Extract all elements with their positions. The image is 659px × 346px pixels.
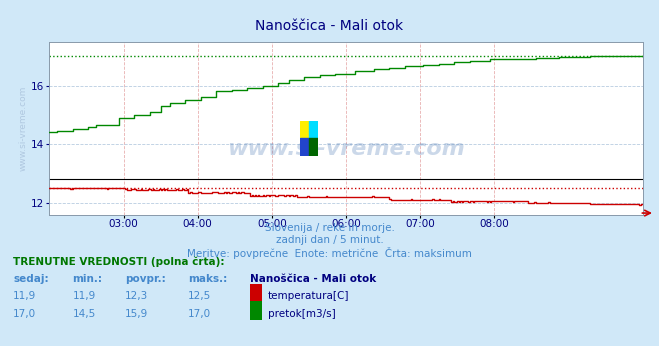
Text: 11,9: 11,9 bbox=[72, 291, 96, 301]
Text: pretok[m3/s]: pretok[m3/s] bbox=[268, 309, 335, 319]
Text: maks.:: maks.: bbox=[188, 274, 227, 284]
Text: sedaj:: sedaj: bbox=[13, 274, 49, 284]
Text: Slovenija / reke in morje.: Slovenija / reke in morje. bbox=[264, 223, 395, 233]
Text: Meritve: povprečne  Enote: metrične  Črta: maksimum: Meritve: povprečne Enote: metrične Črta:… bbox=[187, 247, 472, 260]
Text: Nanoščica - Mali otok: Nanoščica - Mali otok bbox=[250, 274, 377, 284]
Text: 12,5: 12,5 bbox=[188, 291, 211, 301]
Text: temperatura[C]: temperatura[C] bbox=[268, 291, 349, 301]
Text: 12,3: 12,3 bbox=[125, 291, 148, 301]
Text: www.si-vreme.com: www.si-vreme.com bbox=[227, 139, 465, 159]
Y-axis label: www.si-vreme.com: www.si-vreme.com bbox=[19, 85, 28, 171]
Bar bbox=[309, 138, 318, 156]
Text: min.:: min.: bbox=[72, 274, 103, 284]
Bar bbox=[300, 121, 309, 138]
Text: 17,0: 17,0 bbox=[188, 309, 211, 319]
Text: zadnji dan / 5 minut.: zadnji dan / 5 minut. bbox=[275, 235, 384, 245]
Text: 17,0: 17,0 bbox=[13, 309, 36, 319]
Text: 15,9: 15,9 bbox=[125, 309, 148, 319]
Text: Nanoščica - Mali otok: Nanoščica - Mali otok bbox=[256, 19, 403, 33]
Text: 14,5: 14,5 bbox=[72, 309, 96, 319]
Bar bbox=[300, 138, 309, 156]
Text: 11,9: 11,9 bbox=[13, 291, 36, 301]
Text: TRENUTNE VREDNOSTI (polna črta):: TRENUTNE VREDNOSTI (polna črta): bbox=[13, 256, 225, 267]
Text: povpr.:: povpr.: bbox=[125, 274, 166, 284]
Bar bbox=[309, 121, 318, 138]
